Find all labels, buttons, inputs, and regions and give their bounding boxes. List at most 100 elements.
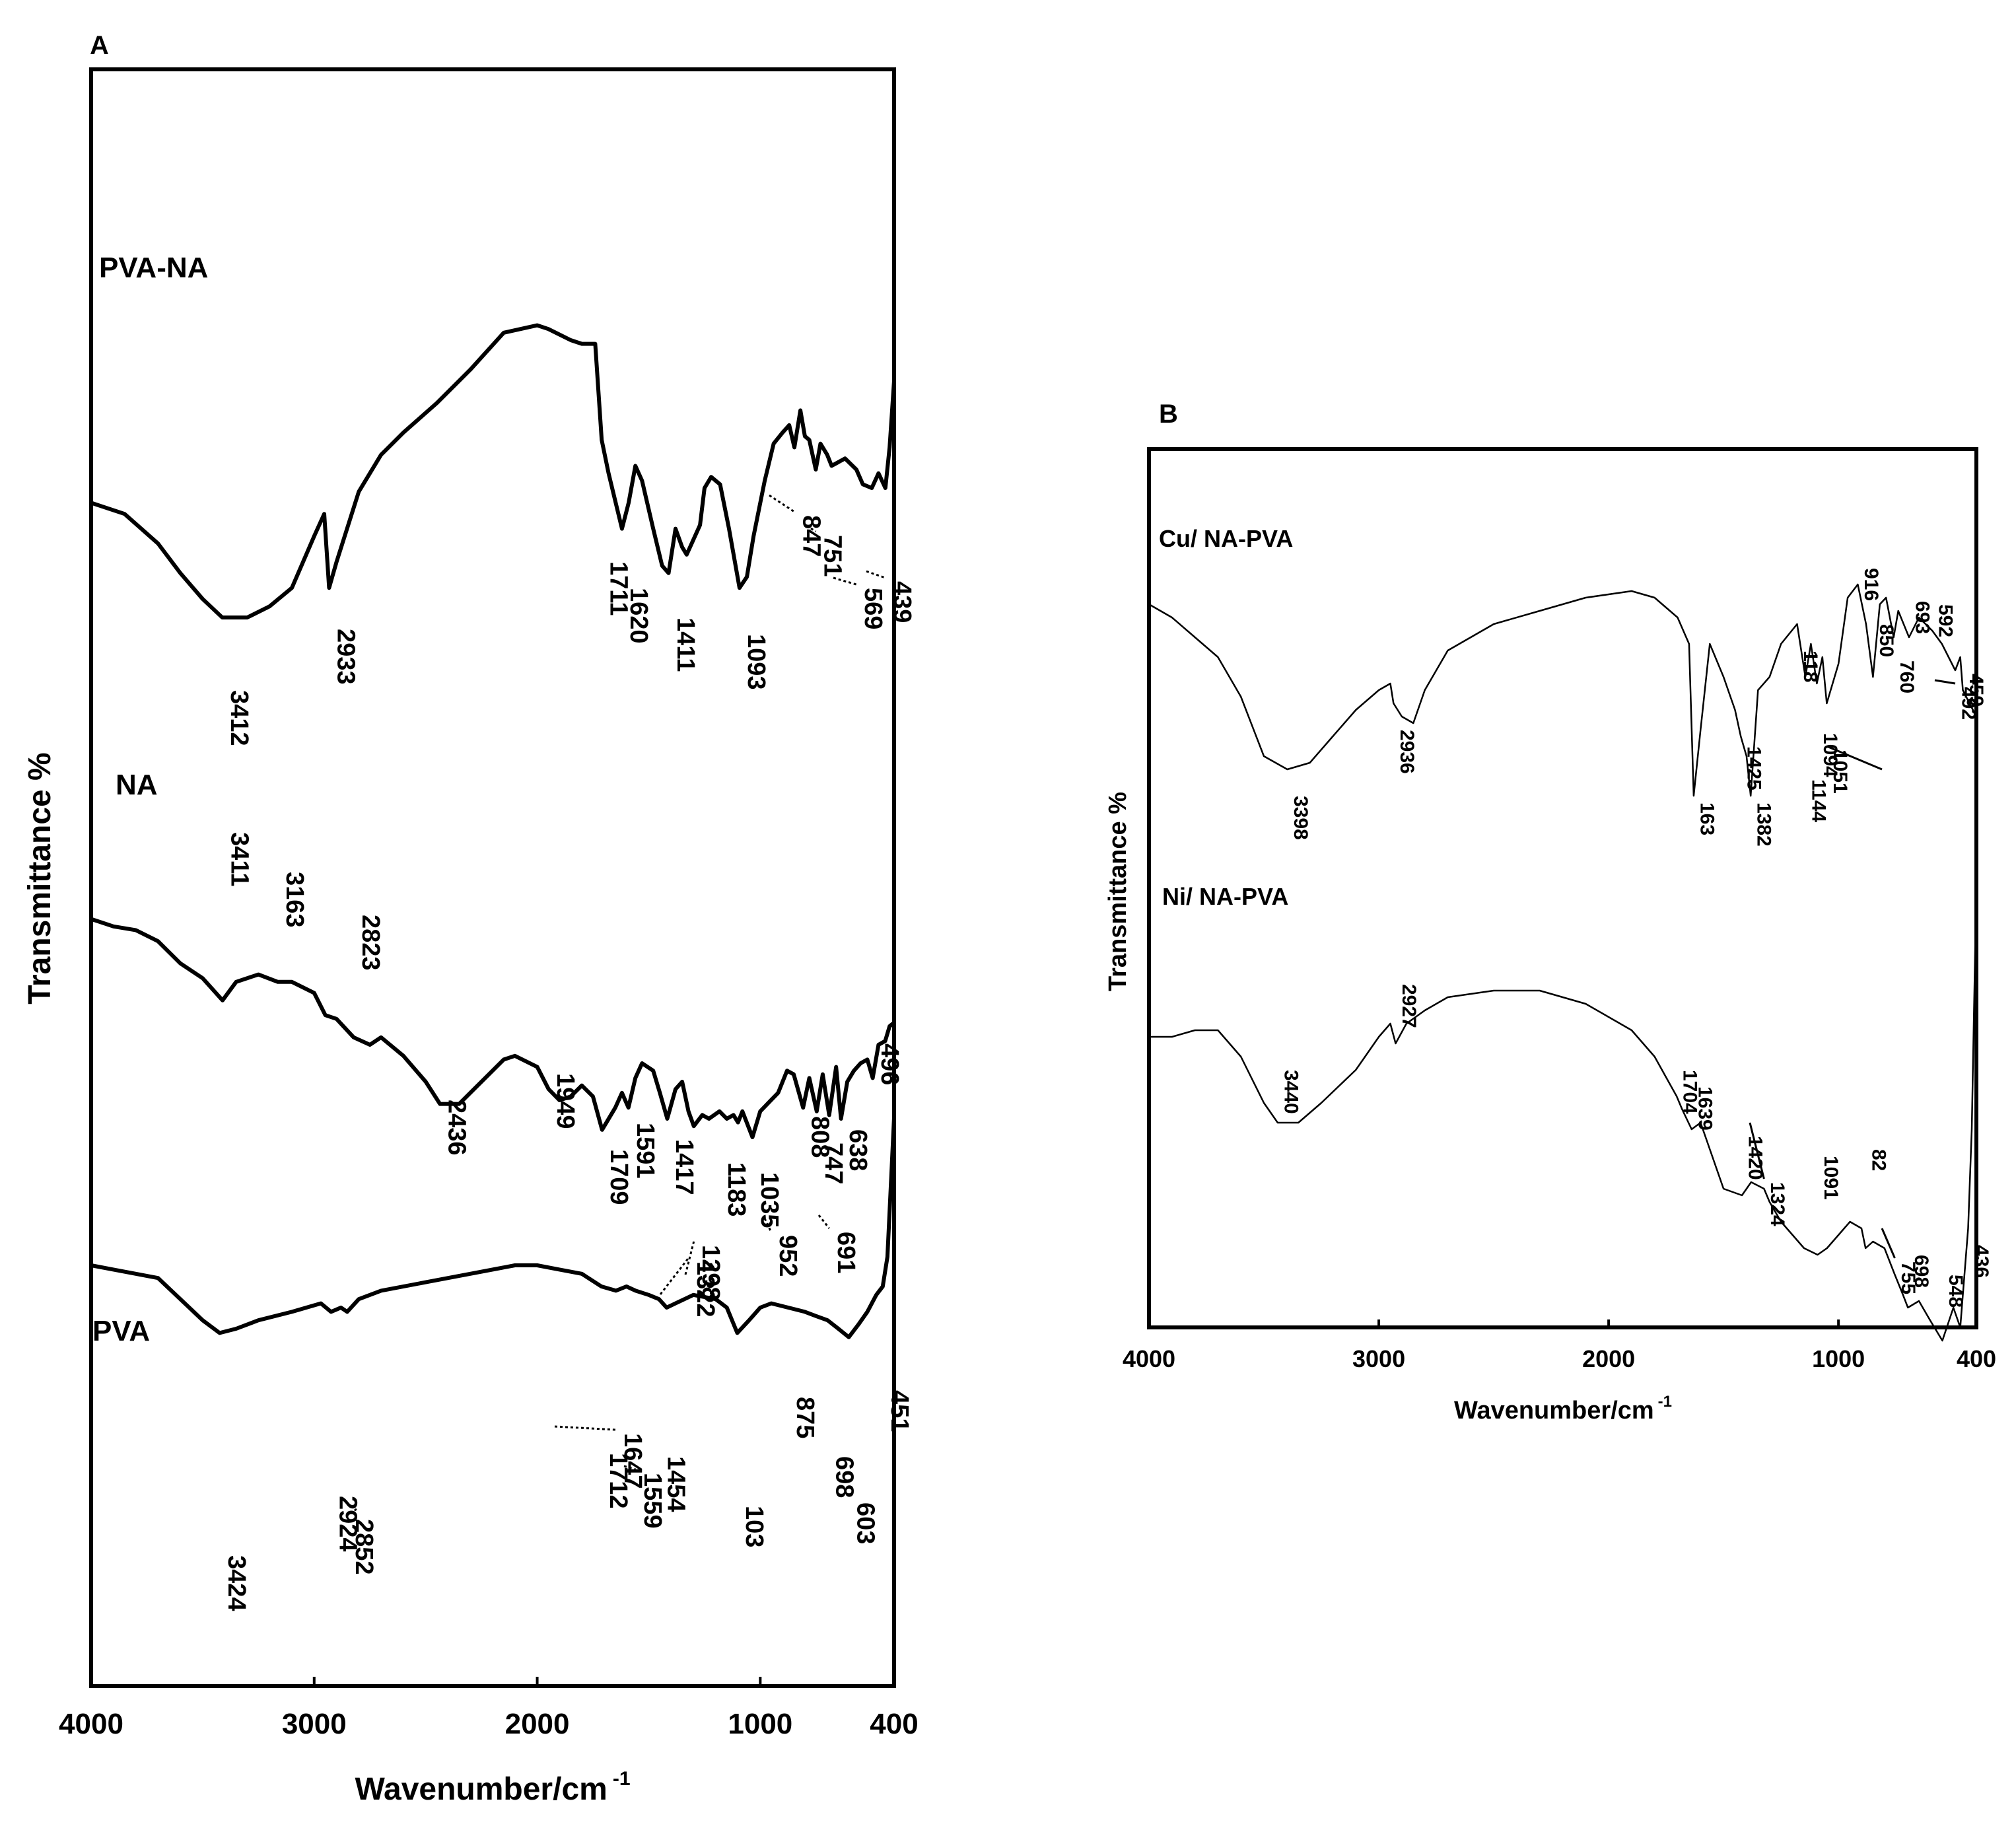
panel-a-xlabel-superscript: -1 <box>613 1768 631 1790</box>
peak-label: 436 <box>1970 1245 1992 1278</box>
peak-leader-line <box>623 1465 636 1471</box>
peak-label: 3440 <box>1280 1070 1302 1114</box>
peak-label: 850 <box>1875 624 1897 657</box>
peak-label: 747 <box>819 1142 847 1184</box>
peak-label: 496 <box>876 1043 903 1085</box>
peak-label: 1559 <box>639 1473 666 1529</box>
peak-label: 2852 <box>350 1519 378 1575</box>
peak-label: 808 <box>806 1116 834 1158</box>
peak-label: 1620 <box>625 588 652 644</box>
peak-leader-line <box>1881 1228 1896 1259</box>
peak-leader-line <box>684 1241 695 1275</box>
panel-a-frame <box>89 67 896 1688</box>
peak-label: 3411 <box>225 832 253 886</box>
peak-leader-line <box>1749 1122 1765 1179</box>
peak-label: 592 <box>1935 604 1957 637</box>
peak-leader-line <box>810 527 817 533</box>
peak-label: 3163 <box>281 872 308 928</box>
peak-label: 1454 <box>662 1456 689 1512</box>
panel-b-plot: Cu/ NA-PVA 3398 2936 163 1425 1382 118 11441094… <box>1148 525 1992 1342</box>
peak-label: 698 <box>1910 1255 1932 1288</box>
series-name-label: Cu/ NA-PVA <box>1159 525 1293 552</box>
peak-label: 916 <box>1860 568 1882 601</box>
panel-b-x-axis-title: Wavenumber/cm -1 <box>1454 1393 1672 1424</box>
peak-label: 2924 <box>334 1496 362 1552</box>
peak-leader-line <box>346 1508 357 1517</box>
x-tick-label: 4000 <box>1123 1345 1175 1372</box>
peak-label: 693 <box>1912 601 1933 634</box>
peak-leader-line <box>833 577 857 586</box>
peak-label: 1051 <box>1829 750 1851 794</box>
spectrum-line-pva-na <box>90 323 896 619</box>
peak-label: 118 <box>1799 650 1821 682</box>
peak-label: 755 <box>1897 1261 1919 1294</box>
peak-label: 163 <box>1696 802 1718 835</box>
peak-label: 1639 <box>1694 1086 1716 1131</box>
peak-label: 1417 <box>670 1139 698 1195</box>
peak-label: 1382 <box>1753 802 1775 847</box>
peak-leader-line <box>1826 745 1883 771</box>
peak-label: 1709 <box>605 1149 633 1205</box>
panel-a-x-axis-title: Wavenumber/cm -1 <box>355 1768 630 1807</box>
peak-label: 2933 <box>332 629 360 685</box>
peak-label: 691 <box>832 1232 860 1273</box>
peak-label: 569 <box>859 588 887 629</box>
peak-label: 2823 <box>357 915 384 971</box>
x-tick-label: 2000 <box>505 1708 570 1740</box>
x-tick-label: 3000 <box>282 1708 347 1740</box>
x-tick-label: 1000 <box>1812 1345 1865 1372</box>
peak-leader-line <box>1934 679 1956 685</box>
peak-label: 3424 <box>223 1555 250 1611</box>
spectrum-line-ni-na-pva <box>1149 884 1978 1342</box>
peak-label: 1093 <box>742 634 770 690</box>
peak-label: 1711 <box>605 561 633 615</box>
peak-leader-line <box>554 1425 616 1431</box>
peak-label: 439 <box>888 581 916 623</box>
peak-label: 459 <box>1965 674 1987 707</box>
series-name-label: PVA <box>92 1315 150 1347</box>
peak-leader-line <box>763 1218 772 1232</box>
peak-label: 3398 <box>1290 796 1311 840</box>
peak-label: 875 <box>791 1397 819 1438</box>
x-tick-label: 400 <box>870 1708 918 1740</box>
x-tick-label: 400 <box>1957 1345 1996 1372</box>
x-tick-label: 1000 <box>728 1708 792 1740</box>
x-tick-label: 3000 <box>1352 1345 1405 1372</box>
panel-a-xlabel: Wavenumber/cm <box>355 1772 607 1807</box>
peak-leader-line <box>817 1214 830 1229</box>
peak-label: 638 <box>844 1129 872 1171</box>
panel-b-xlabel: Wavenumber/cm <box>1454 1397 1654 1424</box>
peak-label: 1091 <box>1820 1156 1842 1200</box>
peak-leader-line <box>769 494 795 513</box>
peak-label: 1411 <box>672 617 699 672</box>
panel-b-label: B <box>1159 400 1178 429</box>
panel-a-y-axis-title: Transmittance % <box>22 752 57 1004</box>
peak-label: 103 <box>740 1506 768 1547</box>
peak-label: 1298 <box>697 1245 724 1301</box>
peak-label: 1324 <box>1766 1182 1788 1226</box>
peak-leader-line <box>659 1257 689 1295</box>
peak-label: 2436 <box>443 1100 471 1156</box>
x-tick-label: 4000 <box>59 1708 123 1740</box>
peak-label: 1322 <box>691 1261 719 1318</box>
series-name-label: NA <box>116 769 158 801</box>
peak-label: 698 <box>831 1456 858 1498</box>
peak-label: 1035 <box>755 1172 783 1228</box>
peak-label: 1949 <box>551 1073 579 1129</box>
panel-b-x-ticks: 4000 3000 2000 1000 400 <box>1123 1319 1996 1372</box>
peak-label: 1094 <box>1819 733 1841 777</box>
peak-label: 1647 <box>619 1433 646 1489</box>
panel-a-label: A <box>90 31 109 60</box>
series-name-label: Ni/ NA-PVA <box>1162 883 1288 910</box>
spectrum-line-cu-na-pva <box>1148 583 1978 797</box>
panel-b-xlabel-superscript: -1 <box>1658 1393 1672 1411</box>
peak-label: 2927 <box>1398 984 1420 1028</box>
series-name-label: PVA-NA <box>99 252 208 284</box>
peak-label: 1704 <box>1679 1070 1701 1114</box>
peak-label: 82 <box>1868 1149 1890 1171</box>
panel-a-x-ticks: 4000 3000 2000 1000 400 <box>59 1677 919 1740</box>
peak-label: 2936 <box>1396 730 1418 774</box>
peak-label: 603 <box>852 1502 880 1544</box>
